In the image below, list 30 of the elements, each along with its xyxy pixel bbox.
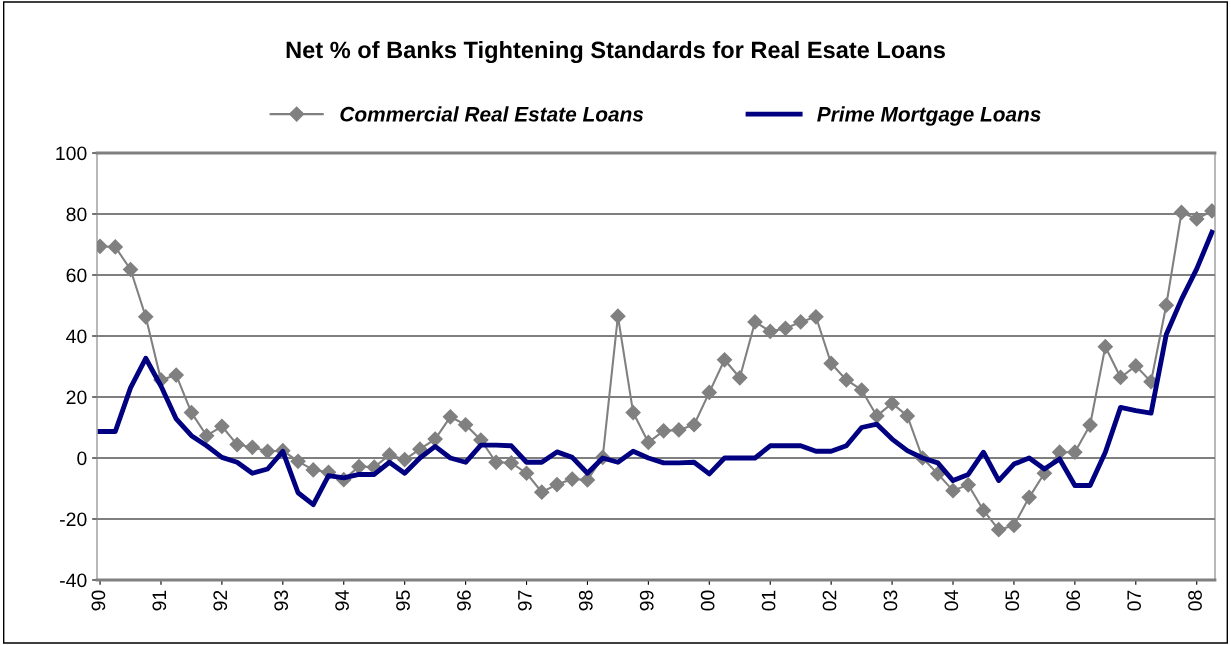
y-tick-label: -40 — [60, 573, 87, 588]
x-tick-label: 01 — [761, 590, 776, 611]
y-tick-label: 100 — [56, 146, 87, 161]
x-tick-label: 05 — [1005, 590, 1020, 611]
x-tick-label: 06 — [1066, 590, 1081, 611]
x-tick-label: 99 — [639, 590, 654, 611]
x-tick-label: 95 — [396, 590, 410, 611]
x-tick-label: 04 — [944, 590, 959, 611]
y-tick-label: 0 — [77, 451, 87, 466]
x-tick-label: 91 — [152, 590, 167, 611]
x-tick-label: 90 — [91, 590, 106, 611]
x-tick-label: 93 — [274, 590, 289, 611]
y-tick-label: 80 — [66, 207, 87, 222]
y-tick-label: -20 — [60, 512, 87, 527]
x-tick-label: 03 — [883, 590, 898, 611]
y-tick-label: 40 — [66, 329, 87, 344]
x-tick-label: 98 — [578, 590, 593, 611]
x-tick-label: 07 — [1127, 590, 1142, 611]
x-tick-label: 92 — [213, 590, 228, 611]
x-tick-label: 02 — [822, 590, 837, 611]
legend-label: Commercial Real Estate Loans — [340, 106, 644, 122]
x-tick-label: 96 — [457, 590, 471, 611]
y-tick-label: 60 — [66, 268, 87, 283]
x-tick-label: 08 — [1188, 590, 1202, 611]
x-tick-label: 00 — [700, 590, 715, 611]
x-tick-label: 94 — [335, 590, 349, 611]
y-tick-label: 20 — [66, 390, 87, 405]
chart-title: Net % of Banks Tightening Standards for Real Esate Loans — [286, 40, 945, 64]
legend-label: Prime Mortgage Loans — [817, 106, 1041, 126]
x-tick-label: 97 — [517, 590, 532, 611]
